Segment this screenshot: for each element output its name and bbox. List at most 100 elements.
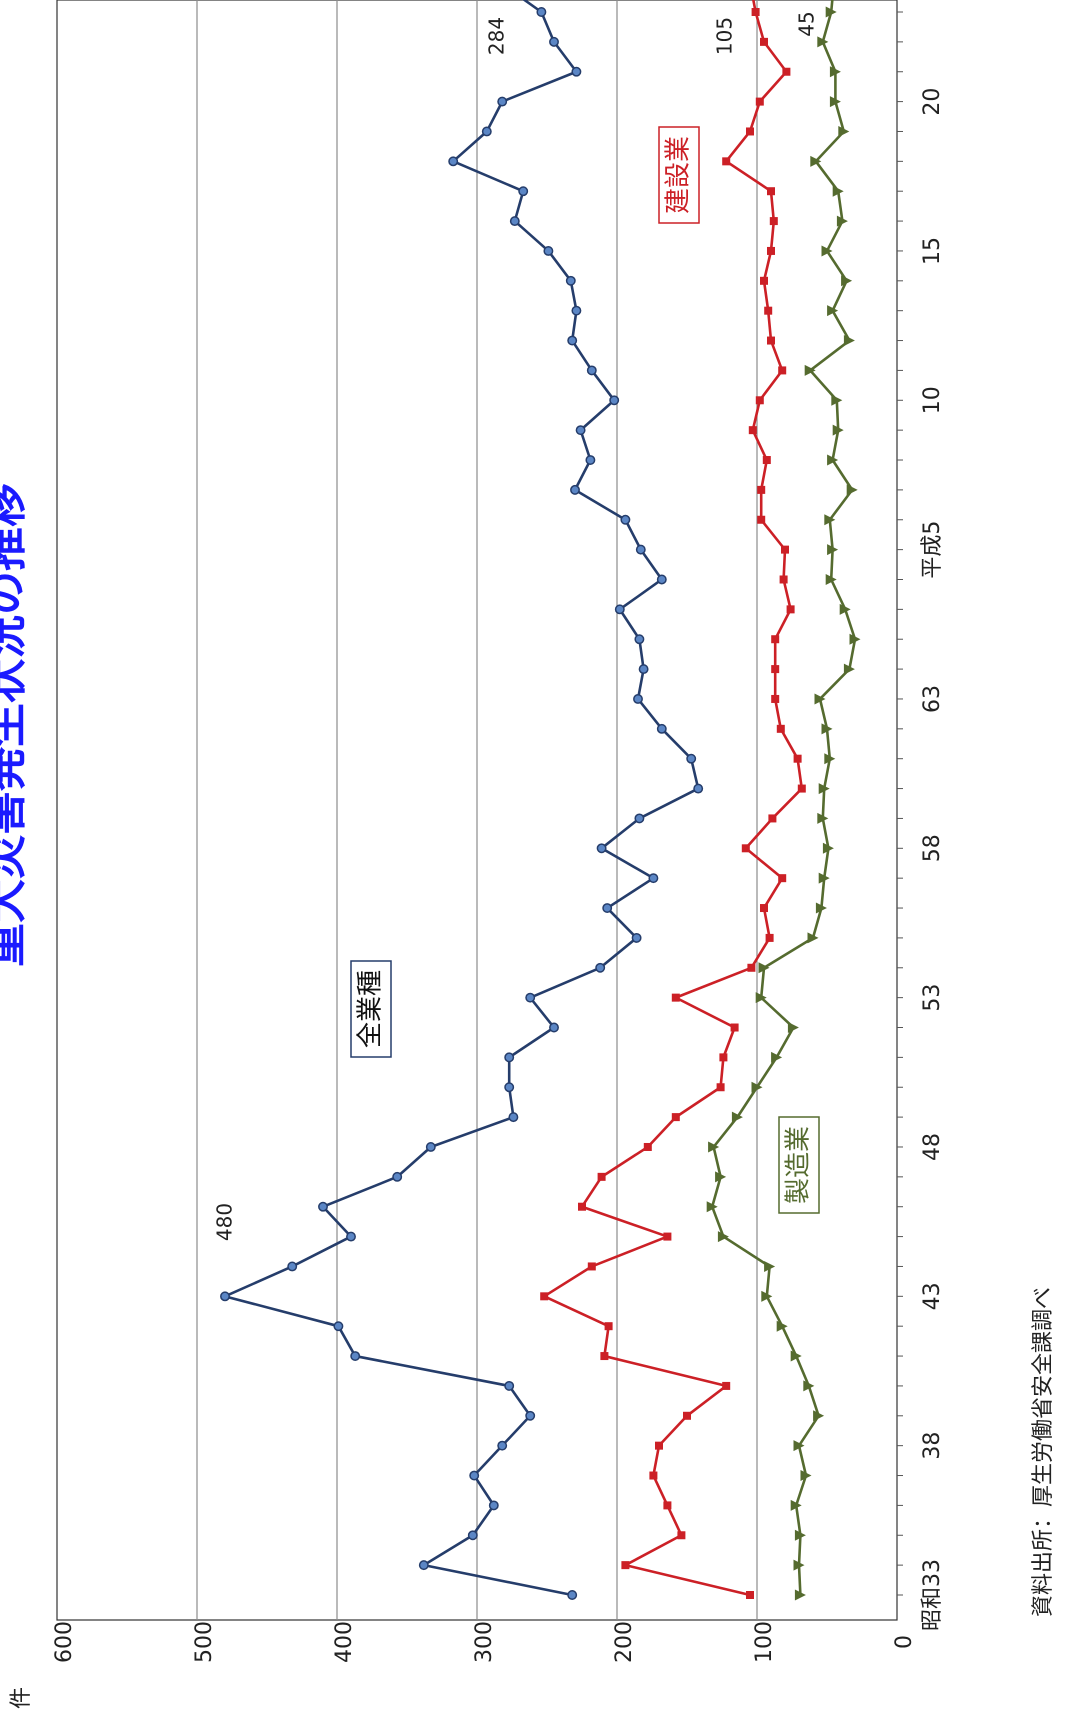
series-label-box: [778, 1116, 820, 1214]
data-point: [793, 754, 802, 763]
data-point: [567, 335, 578, 346]
data-point: [818, 872, 830, 884]
data-point: [525, 992, 536, 1003]
data-point: [649, 1471, 658, 1480]
data-point: [824, 753, 836, 765]
data-point: [620, 514, 631, 525]
data-point: [804, 364, 816, 376]
data-point: [836, 215, 848, 227]
data-point: [841, 275, 853, 287]
data-point: [760, 37, 768, 46]
data-point: [578, 1202, 586, 1211]
data-point: [768, 814, 777, 823]
x-tick-label: 58: [920, 834, 945, 862]
data-point: [821, 245, 833, 257]
source-note: 資料出所：厚生労働省安全課調べ: [1031, 1287, 1056, 1617]
series-layer: [220, 0, 861, 1601]
data-point: [771, 694, 780, 703]
x-tick-label: 38: [920, 1432, 945, 1460]
data-point: [769, 217, 778, 226]
data-point: [481, 126, 492, 137]
data-point: [843, 335, 855, 347]
data-point: [425, 1142, 436, 1152]
data-point: [536, 7, 547, 17]
data-point: [746, 127, 754, 136]
data-point: [813, 1410, 825, 1422]
data-point: [803, 1380, 815, 1392]
data-point: [722, 1381, 731, 1390]
data-point: [817, 36, 829, 48]
data-point: [822, 842, 834, 854]
data-point: [778, 366, 787, 375]
data-point: [762, 456, 771, 465]
data-point: [504, 1052, 515, 1063]
data-point: [586, 365, 597, 376]
series-label: 製造業: [784, 1126, 814, 1204]
data-point: [549, 1022, 559, 1033]
data-point: [730, 1023, 739, 1032]
data-point: [846, 484, 858, 496]
data-point: [790, 1350, 802, 1362]
data-point: [741, 844, 750, 853]
data-point: [767, 246, 775, 255]
data-point: [497, 1440, 508, 1451]
data-point: [671, 1113, 680, 1122]
data-point: [825, 6, 837, 18]
series-line-2: [710, 0, 857, 1596]
x-tick-label: 43: [920, 1282, 945, 1310]
data-point: [722, 157, 731, 166]
x-tick-label: 15: [920, 237, 945, 265]
data-point: [621, 1561, 630, 1570]
data-point: [771, 1051, 783, 1063]
data-point: [634, 634, 645, 645]
data-point: [832, 185, 844, 197]
x-tick-label: 10: [920, 386, 945, 414]
data-point: [748, 426, 757, 435]
data-point: [585, 455, 596, 465]
data-label: 284: [485, 17, 509, 55]
data-point: [751, 1081, 763, 1093]
x-tick-label: 63: [920, 685, 945, 713]
data-point: [565, 275, 576, 286]
y-axis-unit: 件: [9, 1687, 34, 1709]
data-point: [757, 515, 766, 524]
data-point: [614, 604, 625, 615]
data-point: [693, 783, 704, 794]
data-point: [751, 8, 760, 16]
data-point: [633, 694, 643, 704]
data-point: [831, 394, 843, 406]
data-point: [635, 544, 646, 555]
data-point: [771, 665, 780, 674]
x-tick-label: 53: [920, 984, 945, 1012]
data-point: [838, 125, 850, 137]
data-point: [497, 96, 508, 107]
data-point: [824, 514, 836, 526]
data-point: [817, 812, 829, 824]
data-point: [731, 1111, 743, 1123]
data-point: [600, 1352, 609, 1361]
data-label: 480: [213, 1203, 237, 1241]
data-point: [671, 993, 680, 1002]
data-point: [747, 963, 756, 972]
data-point: [648, 873, 659, 884]
data-point: [814, 693, 826, 705]
data-point: [716, 1083, 725, 1092]
data-point: [764, 306, 773, 315]
data-point: [760, 904, 768, 913]
data-point: [755, 97, 764, 106]
data-point: [504, 1380, 515, 1391]
data-point: [488, 1500, 499, 1511]
data-point: [782, 67, 791, 76]
data-point: [540, 1292, 549, 1301]
data-point: [346, 1231, 356, 1242]
data-point: [575, 425, 586, 436]
data-point: [570, 484, 580, 495]
data-point: [779, 575, 788, 584]
data-point: [715, 1171, 727, 1183]
data-point: [771, 635, 780, 644]
data-point: [827, 305, 839, 317]
data-point: [787, 1022, 799, 1034]
data-point: [719, 1053, 728, 1062]
data-point: [810, 155, 822, 167]
